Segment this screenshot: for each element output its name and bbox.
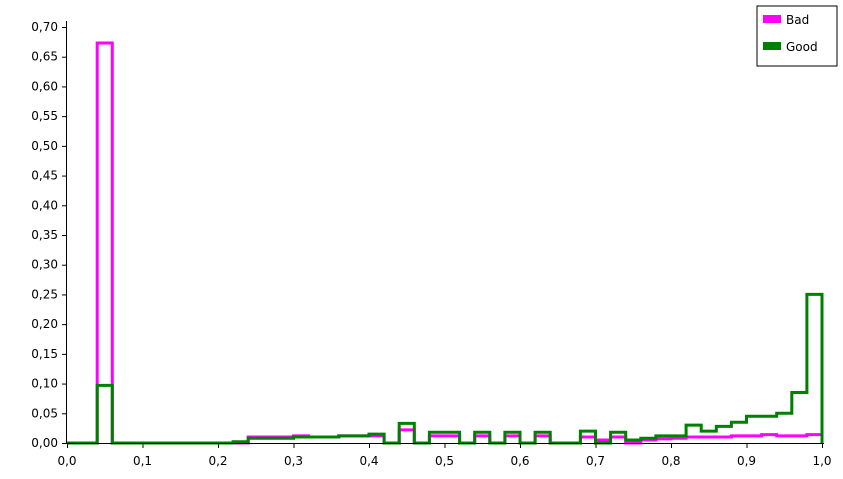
series-bad-line — [67, 41, 824, 445]
y-tick-label: 0,15 — [31, 347, 58, 361]
y-tick-label: 0,00 — [31, 436, 58, 450]
y-tick-label: 0,35 — [31, 228, 58, 242]
y-tick-label: 0,60 — [31, 79, 58, 93]
y-tick-label: 0,05 — [31, 406, 58, 420]
y-tick-label: 0,65 — [31, 50, 58, 64]
x-tick-label: 0,1 — [133, 454, 152, 468]
legend-swatch-bad — [763, 15, 781, 23]
x-axis-ticks: 0,0 0,1 0,2 0,3 0,4 0,5 0,6 0,7 0,8 0,9 1,0 — [57, 443, 832, 468]
x-tick-label: 0,6 — [510, 454, 529, 468]
y-tick-label: 0,40 — [31, 198, 58, 212]
x-tick-label: 0,0 — [57, 454, 76, 468]
y-tick-label: 0,30 — [31, 258, 58, 272]
series-good-line — [67, 292, 824, 445]
y-tick-label: 0,45 — [31, 169, 58, 183]
x-tick-label: 0,5 — [435, 454, 454, 468]
y-tick-label: 0,10 — [31, 377, 58, 391]
series-layer — [67, 41, 824, 445]
x-tick-label: 1,0 — [812, 454, 831, 468]
legend-label-bad: Bad — [786, 13, 809, 27]
y-tick-label: 0,25 — [31, 287, 58, 301]
legend-label-good: Good — [786, 40, 818, 54]
x-tick-label: 0,2 — [208, 454, 227, 468]
y-tick-label: 0,70 — [31, 20, 58, 34]
legend: Bad Good — [756, 5, 838, 67]
x-tick-label: 0,8 — [661, 454, 680, 468]
y-tick-label: 0,55 — [31, 109, 58, 123]
x-tick-label: 0,4 — [359, 454, 378, 468]
y-tick-label: 0,20 — [31, 317, 58, 331]
x-tick-label: 0,7 — [586, 454, 605, 468]
y-tick-label: 0,50 — [31, 139, 58, 153]
legend-swatch-good — [763, 42, 781, 50]
x-tick-label: 0,9 — [737, 454, 756, 468]
y-axis-ticks: 0,00 0,05 0,10 0,15 0,20 0,25 0,30 0,35 0,40 0,45… — [31, 20, 67, 450]
x-tick-label: 0,3 — [284, 454, 303, 468]
